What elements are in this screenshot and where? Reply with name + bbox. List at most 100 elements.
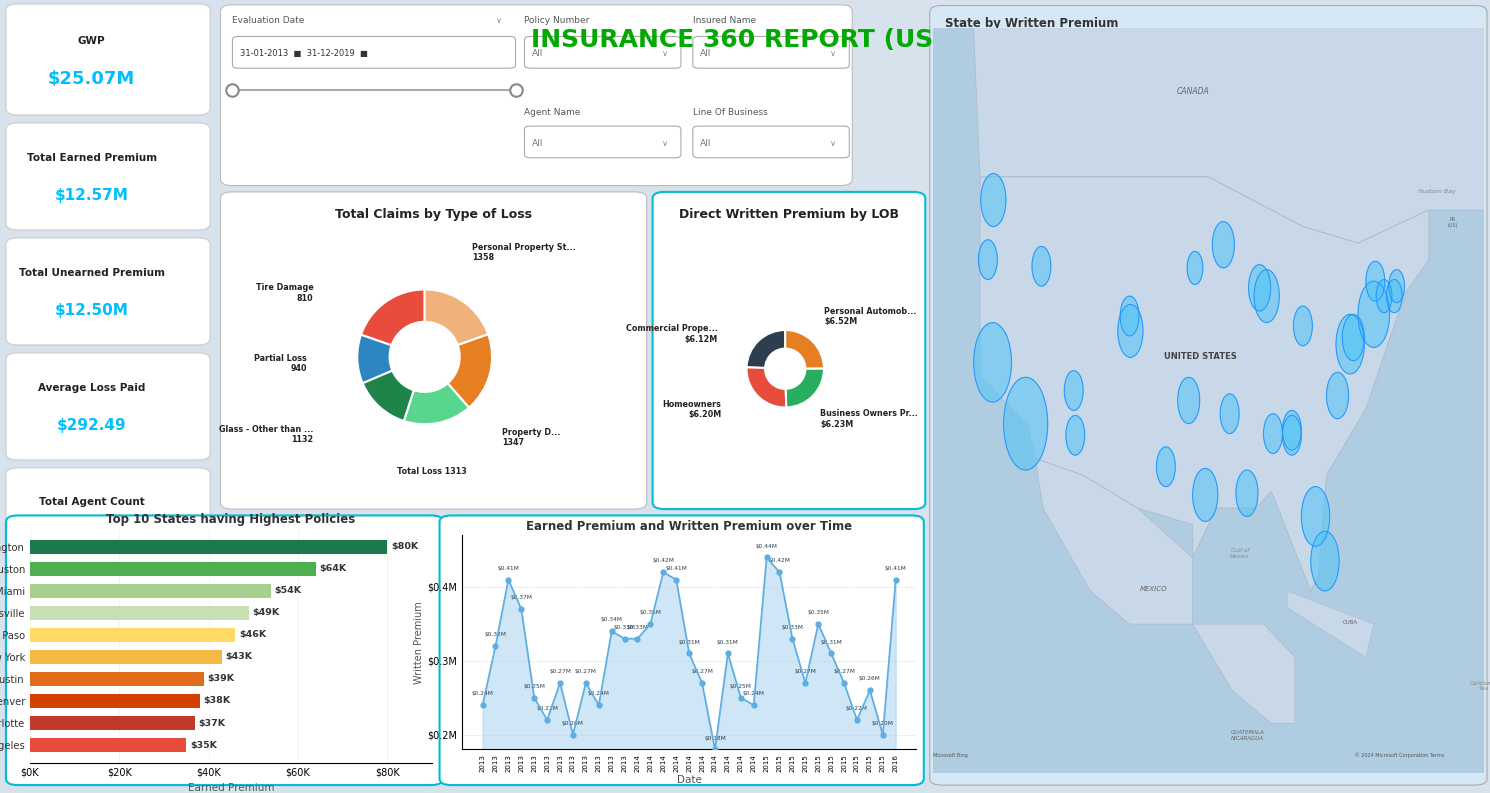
- Text: $49K: $49K: [252, 608, 280, 617]
- Text: $0.41M: $0.41M: [885, 565, 906, 571]
- Wedge shape: [448, 334, 492, 408]
- Wedge shape: [358, 335, 392, 383]
- Bar: [30, 694, 200, 708]
- Text: 353: 353: [76, 531, 107, 546]
- Polygon shape: [1287, 591, 1374, 657]
- Text: Microsoft Bing: Microsoft Bing: [933, 753, 967, 757]
- Text: GUATEMALA
NICARAGUA: GUATEMALA NICARAGUA: [1231, 730, 1265, 741]
- Text: $292.49: $292.49: [57, 418, 127, 433]
- Polygon shape: [980, 177, 1429, 591]
- Circle shape: [1065, 416, 1085, 455]
- Text: $0.42M: $0.42M: [769, 558, 790, 563]
- Text: $0.20M: $0.20M: [872, 721, 894, 726]
- Text: Line Of Business: Line Of Business: [693, 108, 767, 117]
- Text: $0.22M: $0.22M: [536, 706, 559, 711]
- Text: Total Unearned Premium: Total Unearned Premium: [19, 268, 165, 278]
- Text: Total Earned Premium: Total Earned Premium: [27, 153, 156, 163]
- Text: $38K: $38K: [203, 696, 231, 706]
- Text: $46K: $46K: [238, 630, 267, 639]
- Circle shape: [1311, 531, 1340, 591]
- X-axis label: Date: Date: [676, 775, 702, 785]
- Text: Gulf of
Mexico: Gulf of Mexico: [1231, 548, 1250, 559]
- Text: $0.31M: $0.31M: [717, 639, 739, 645]
- Text: Agent Name: Agent Name: [524, 108, 581, 117]
- Text: $0.27M: $0.27M: [575, 669, 597, 674]
- Text: ∨: ∨: [830, 139, 836, 148]
- Title: Earned Premium and Written Premium over Time: Earned Premium and Written Premium over …: [526, 519, 852, 533]
- Text: $0.24M: $0.24M: [742, 691, 764, 696]
- Text: $0.33M: $0.33M: [614, 625, 636, 630]
- Text: MEXICO: MEXICO: [1140, 586, 1167, 592]
- Text: INSURANCE 360 REPORT (US): INSURANCE 360 REPORT (US): [530, 28, 945, 52]
- Polygon shape: [1036, 458, 1295, 723]
- Text: $0.33M: $0.33M: [627, 625, 648, 630]
- FancyBboxPatch shape: [693, 36, 849, 68]
- FancyBboxPatch shape: [6, 4, 210, 115]
- Text: ∨: ∨: [662, 139, 668, 148]
- Wedge shape: [746, 367, 787, 408]
- Text: $0.22M: $0.22M: [846, 706, 867, 711]
- Circle shape: [1342, 314, 1365, 361]
- Circle shape: [1188, 251, 1202, 285]
- Circle shape: [1033, 247, 1050, 286]
- Text: $0.41M: $0.41M: [498, 565, 519, 571]
- Circle shape: [1064, 370, 1083, 411]
- Wedge shape: [425, 289, 489, 345]
- Text: Total Loss 1313: Total Loss 1313: [396, 467, 466, 476]
- Text: $0.37M: $0.37M: [511, 596, 532, 600]
- Text: $0.44M: $0.44M: [755, 543, 778, 549]
- Text: 31-01-2013  ■  31-12-2019  ■: 31-01-2013 ■ 31-12-2019 ■: [240, 49, 368, 59]
- Text: All: All: [532, 139, 544, 148]
- Circle shape: [1357, 282, 1390, 347]
- Text: $0.35M: $0.35M: [808, 610, 828, 615]
- Text: Partial Loss
940: Partial Loss 940: [253, 354, 307, 374]
- Bar: [30, 672, 204, 686]
- Text: CUBA: CUBA: [1342, 620, 1357, 625]
- Bar: [30, 539, 387, 554]
- Bar: [30, 584, 271, 598]
- Text: Homeowners
$6.20M: Homeowners $6.20M: [663, 400, 721, 419]
- X-axis label: Earned Premium: Earned Premium: [188, 783, 274, 793]
- FancyBboxPatch shape: [524, 126, 681, 158]
- Text: Insured Name: Insured Name: [693, 16, 755, 25]
- Circle shape: [1118, 305, 1143, 358]
- Circle shape: [1283, 411, 1301, 450]
- Text: $64K: $64K: [319, 565, 347, 573]
- Text: $0.27M: $0.27M: [550, 669, 571, 674]
- Circle shape: [1156, 446, 1176, 487]
- Title: Top 10 States having Highest Policies: Top 10 States having Highest Policies: [106, 513, 356, 527]
- Text: $0.31M: $0.31M: [821, 639, 842, 645]
- Text: $0.41M: $0.41M: [666, 565, 687, 571]
- Circle shape: [1220, 394, 1240, 434]
- Text: $0.42M: $0.42M: [653, 558, 675, 563]
- FancyBboxPatch shape: [653, 192, 925, 509]
- Text: GWP: GWP: [77, 36, 106, 46]
- Text: State by Written Premium: State by Written Premium: [945, 17, 1118, 30]
- Text: Hudson Bay: Hudson Bay: [1418, 190, 1456, 194]
- FancyBboxPatch shape: [6, 515, 443, 785]
- Wedge shape: [404, 383, 469, 424]
- Text: $0.33M: $0.33M: [781, 625, 803, 630]
- Text: Direct Written Premium by LOB: Direct Written Premium by LOB: [679, 208, 898, 220]
- FancyBboxPatch shape: [6, 468, 210, 573]
- Wedge shape: [785, 369, 824, 408]
- Text: $25.07M: $25.07M: [48, 71, 136, 89]
- Text: $0.25M: $0.25M: [523, 684, 545, 689]
- Circle shape: [1249, 265, 1271, 311]
- Circle shape: [1283, 416, 1301, 455]
- Circle shape: [1301, 487, 1329, 546]
- Text: Total Claims by Type of Loss: Total Claims by Type of Loss: [335, 208, 532, 220]
- Text: $80K: $80K: [390, 542, 419, 551]
- Text: Personal Automob...
$6.52M: Personal Automob... $6.52M: [824, 307, 916, 326]
- Text: $0.24M: $0.24M: [589, 691, 609, 696]
- Text: Tire Damage
810: Tire Damage 810: [256, 283, 313, 302]
- Circle shape: [1213, 221, 1234, 268]
- Circle shape: [973, 323, 1012, 402]
- Text: Business Owners Pr...
$6.23M: Business Owners Pr... $6.23M: [820, 409, 918, 429]
- FancyBboxPatch shape: [6, 353, 210, 460]
- FancyBboxPatch shape: [6, 238, 210, 345]
- Bar: [30, 716, 195, 730]
- Bar: [30, 649, 222, 664]
- FancyBboxPatch shape: [6, 123, 210, 230]
- Text: Commercial Prope...
$6.12M: Commercial Prope... $6.12M: [626, 324, 717, 343]
